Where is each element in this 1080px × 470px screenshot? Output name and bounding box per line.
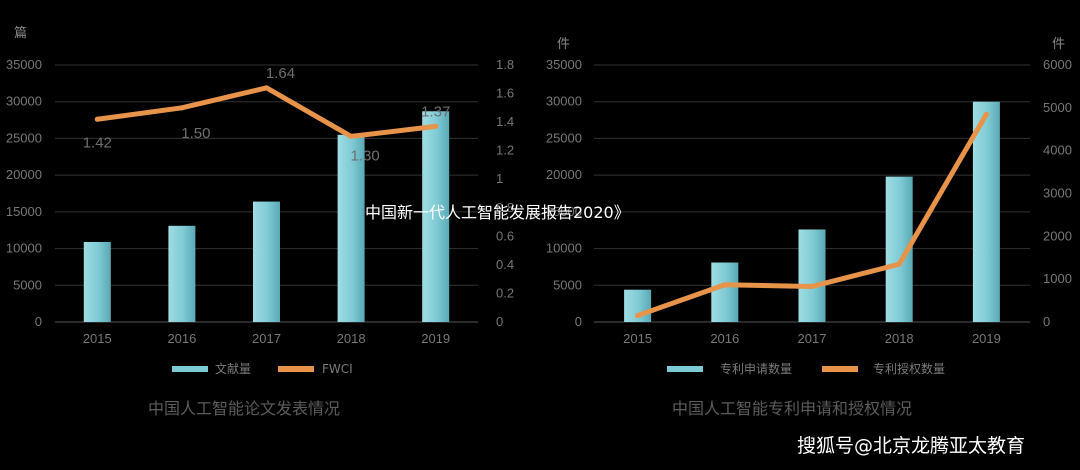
bar bbox=[798, 229, 826, 322]
chart-caption: 中国人工智能论文发表情况 bbox=[148, 399, 340, 418]
line-series bbox=[94, 85, 439, 139]
y-left-tick-label: 25000 bbox=[546, 130, 582, 145]
y-right-tick-label: 6000 bbox=[1043, 57, 1072, 72]
y-right-tick-label: 1.8 bbox=[496, 57, 514, 72]
legend-swatch-line bbox=[278, 366, 314, 372]
y-right-unit: 件 bbox=[1052, 37, 1065, 52]
y-right-tick-label: 0.6 bbox=[496, 228, 514, 243]
line-point bbox=[433, 123, 439, 129]
y-left-tick-label: 20000 bbox=[546, 167, 582, 182]
x-tick-label: 2016 bbox=[167, 331, 196, 346]
x-tick-label: 2016 bbox=[710, 331, 739, 346]
y-left-unit: 件 bbox=[557, 37, 570, 52]
y-left-tick-label: 25000 bbox=[6, 130, 42, 145]
legend-swatch-bar bbox=[667, 366, 703, 372]
x-tick-label: 2017 bbox=[252, 331, 281, 346]
y-left-tick-label: 20000 bbox=[6, 167, 42, 182]
y-right-tick-label: 5000 bbox=[1043, 100, 1072, 115]
bar bbox=[337, 134, 365, 322]
y-right-tick-label: 3000 bbox=[1043, 186, 1072, 201]
y-left-tick-label: 5000 bbox=[553, 277, 582, 292]
paper-chart: 0 5000 10000 15000 20000 25000 30000 35000 0 0.2 0… bbox=[6, 26, 514, 418]
x-tick-label: 2019 bbox=[421, 331, 450, 346]
chart-caption: 中国人工智能专利申请和授权情况 bbox=[672, 399, 912, 418]
bar bbox=[711, 262, 739, 322]
y-right-tick-label: 4000 bbox=[1043, 143, 1072, 158]
line-point bbox=[264, 85, 269, 91]
data-label: 1.37 bbox=[421, 103, 450, 120]
x-tick-label: 2015 bbox=[83, 331, 112, 346]
y-right-tick-label: 1.4 bbox=[496, 114, 514, 129]
line-point bbox=[635, 313, 641, 319]
y-right-tick-label: 1 bbox=[496, 171, 503, 186]
y-right-tick-label: 0.2 bbox=[496, 285, 514, 300]
x-tick-label: 2015 bbox=[623, 331, 652, 346]
bar bbox=[168, 225, 196, 322]
y-left-tick-label: 10000 bbox=[546, 241, 582, 256]
y-left-tick-label: 15000 bbox=[6, 204, 42, 219]
line-point bbox=[94, 116, 100, 122]
line-point bbox=[348, 133, 354, 139]
line-point bbox=[896, 261, 902, 267]
y-right-tick-label: 2000 bbox=[1043, 228, 1072, 243]
y-right-tick-label: 1.2 bbox=[496, 143, 514, 158]
y-left-tick-label: 30000 bbox=[6, 94, 42, 109]
y-left-tick-label: 5000 bbox=[13, 277, 42, 292]
data-label: 1.42 bbox=[83, 134, 112, 151]
y-left-tick-label: 10000 bbox=[6, 241, 42, 256]
legend-label: 专利授权数量 bbox=[873, 361, 945, 376]
overlay-text: 中国新一代人工智能发展报告2020》 bbox=[365, 203, 630, 222]
y-left-tick-label: 15000 bbox=[546, 204, 582, 219]
x-tick-label: 2017 bbox=[798, 331, 827, 346]
x-tick-label: 2018 bbox=[885, 331, 914, 346]
y-right-tick-label: 0 bbox=[1043, 314, 1050, 329]
y-left-tick-label: 35000 bbox=[6, 57, 42, 72]
data-label: 1.30 bbox=[350, 147, 379, 164]
y-left-tick-label: 35000 bbox=[546, 57, 582, 72]
y-left-unit: 篇 bbox=[14, 26, 27, 41]
x-tick-label: 2018 bbox=[337, 331, 366, 346]
legend-swatch-bar bbox=[172, 366, 208, 372]
patent-chart: 0 5000 10000 15000 20000 25000 30000 35000 0 1000… bbox=[546, 37, 1072, 418]
line-point bbox=[983, 111, 989, 117]
y-right-tick-label: 0 bbox=[496, 314, 503, 329]
bar bbox=[253, 201, 280, 322]
line-point bbox=[722, 282, 728, 288]
watermark: 搜狐号@北京龙腾亚太教育 bbox=[797, 435, 1025, 457]
bar bbox=[83, 241, 111, 322]
y-left-tick-label: 30000 bbox=[546, 94, 582, 109]
bar bbox=[422, 111, 450, 322]
legend-label: FWCI bbox=[322, 362, 353, 376]
legend-label: 专利申请数量 bbox=[720, 361, 792, 376]
data-label: 1.64 bbox=[266, 65, 295, 82]
y-right-tick-label: 1.6 bbox=[496, 86, 514, 101]
y-right-tick-label: 0.8 bbox=[496, 200, 514, 215]
bar bbox=[972, 101, 1000, 322]
y-left-tick-label: 0 bbox=[35, 314, 42, 329]
legend-label: 文献量 bbox=[215, 361, 251, 376]
x-tick-label: 2019 bbox=[972, 331, 1001, 346]
legend-swatch-line bbox=[822, 366, 858, 372]
data-label: 1.50 bbox=[181, 125, 210, 142]
y-left-tick-label: 0 bbox=[575, 314, 582, 329]
y-right-tick-label: 1000 bbox=[1043, 271, 1072, 286]
line-point bbox=[809, 283, 815, 289]
y-right-tick-label: 0.4 bbox=[496, 257, 514, 272]
line-point bbox=[179, 105, 185, 111]
